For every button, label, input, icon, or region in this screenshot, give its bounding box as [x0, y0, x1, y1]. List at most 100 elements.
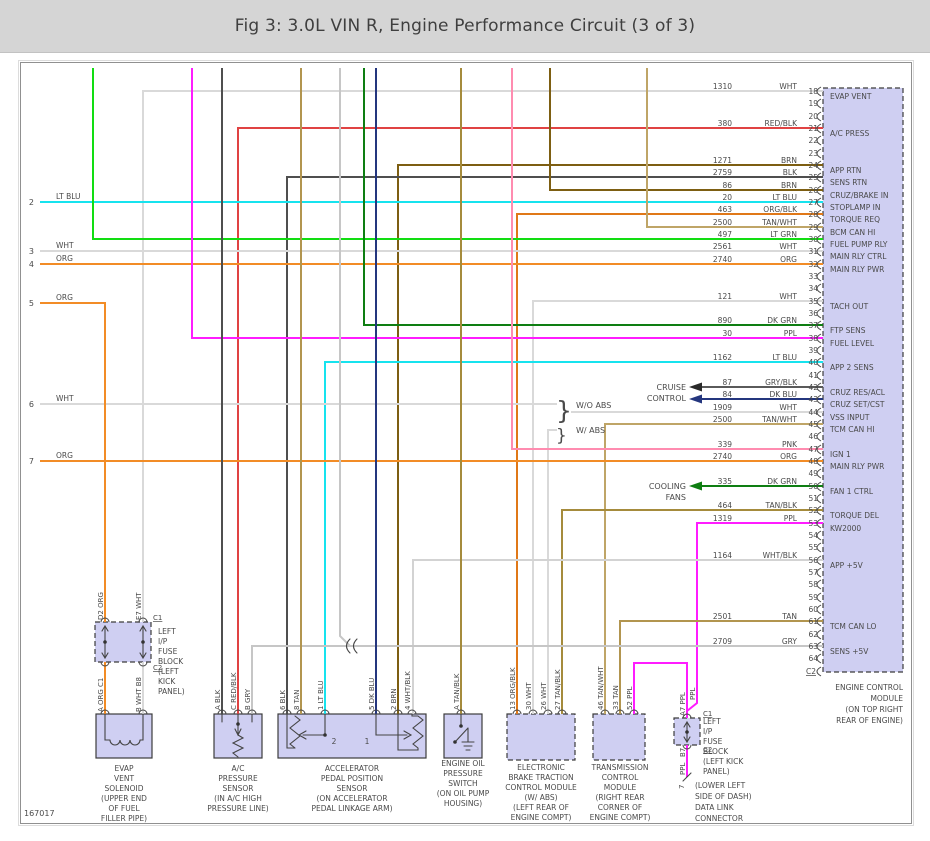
junction-dot	[685, 730, 689, 734]
ecm-pin-number: 52	[808, 506, 818, 515]
wire-wht	[532, 300, 823, 714]
wire-color-label: ORG	[780, 452, 797, 461]
wire-brn	[397, 164, 823, 714]
left-stub-number: 3	[29, 247, 34, 256]
ecm-signal-label: CRUZ SET/CST	[830, 400, 885, 409]
ecm-pin-bracket	[816, 468, 822, 479]
ecm-signal-label: KW2000	[830, 524, 861, 533]
ecm-pin-bracket	[816, 246, 822, 257]
pin-arc	[138, 617, 148, 623]
ecm-signal-label: APP +5V	[830, 561, 864, 570]
wire-dk-grn	[363, 68, 823, 326]
wire-brn	[549, 68, 823, 191]
vertical-wire-label: 26 WHT	[540, 682, 548, 710]
wire-color-label: BRN	[781, 181, 797, 190]
ecm-pin-number: 57	[808, 568, 818, 577]
pin-arc	[512, 709, 522, 715]
ecm-pin-number: 19	[808, 99, 818, 108]
pin-arc	[407, 709, 417, 715]
wire-ppl	[686, 522, 823, 712]
left-stub-color: WHT	[56, 241, 74, 250]
ecm-pin-bracket	[816, 111, 822, 122]
oil-caption: HOUSING)	[444, 799, 482, 808]
aps-caption: PEDAL POSITION	[321, 774, 383, 783]
ebtcm-caption: BRAKE TRACTION	[508, 773, 573, 782]
dlc-caption: SIDE OF DASH)	[695, 792, 752, 801]
vertical-wire-label: C RED/BLK	[230, 672, 238, 710]
vertical-wire-label: 33 TAN	[612, 685, 620, 710]
annotation-text: CRUISE	[657, 383, 687, 392]
ecm-pin-number: 36	[808, 309, 818, 318]
tcm-caption: CONTROL	[602, 773, 639, 782]
ac-caption: (IN A/C HIGH	[214, 794, 262, 803]
oil-caption: PRESSURE	[443, 769, 483, 778]
ecm-pin-number: 37	[808, 321, 818, 330]
vertical-wire-label: 27 TAN/BLK	[554, 669, 562, 710]
ecm-pin-bracket	[816, 518, 822, 529]
footer-code: 167017	[24, 809, 55, 818]
pin-arc	[217, 709, 227, 715]
ecm-signal-label: IGN 1	[830, 450, 851, 459]
annotation-text: FANS	[666, 493, 686, 502]
left-stub-number: 5	[29, 299, 34, 308]
wire-color-label: WHT	[779, 292, 797, 301]
ecm-pin-bracket	[816, 481, 822, 492]
pin-arc	[100, 617, 110, 623]
ecm-pin-bracket	[816, 259, 822, 270]
vertical-wire-label: D2 ORG	[97, 592, 105, 620]
lfuse-caption: PANEL)	[158, 687, 185, 696]
ecm-pin-number: 59	[808, 593, 818, 602]
vertical-wire-label: 7	[678, 785, 686, 789]
ecm-signal-label: APP RTN	[830, 166, 861, 175]
ecm-pin-number: 18	[808, 87, 818, 96]
ecm-pin-bracket	[816, 271, 822, 282]
ecm-box	[822, 87, 904, 673]
ecm-pin-number: 63	[808, 642, 818, 651]
ecm-pin-bracket	[816, 135, 822, 146]
ecm-signal-label: FAN 1 CTRL	[830, 487, 874, 496]
ecm-pin-bracket	[816, 493, 822, 504]
evap-caption: SOLENOID	[104, 784, 143, 793]
ecm-pin-bracket	[816, 579, 822, 590]
tcm-caption: ENGINE COMPT)	[590, 813, 651, 822]
vertical-wire-label: 8 TAN	[293, 690, 301, 710]
ecm-signal-label: MAIN RLY PWR	[830, 462, 884, 471]
wire-color-label: GRY/BLK	[765, 378, 798, 387]
ecm-pin-number: 51	[808, 494, 818, 503]
wire-color-label: LT BLU	[772, 193, 797, 202]
left-stub-color: WHT	[56, 394, 74, 403]
wire-tan-wht	[646, 68, 823, 228]
arrowhead	[689, 481, 702, 491]
ecm-pin-number: 39	[808, 346, 818, 355]
circuit-number: 2500	[713, 415, 732, 424]
ecm-pin-number: 56	[808, 556, 818, 565]
wire-color-label: TAN	[781, 612, 797, 621]
wire-wht-blk	[412, 559, 823, 714]
pin-arc	[296, 709, 306, 715]
annotation-text: W/O ABS	[576, 401, 611, 410]
circuit-number: 2759	[713, 168, 732, 177]
ac-caption: A/C	[232, 764, 245, 773]
annotation-text: 1	[365, 737, 370, 746]
oil-caption: SWITCH	[448, 779, 477, 788]
ecm-pin-bracket	[816, 456, 822, 467]
ecm-pin-bracket	[816, 209, 822, 220]
ecm-pin-bracket	[816, 505, 822, 516]
left-stub-color: ORG	[56, 451, 73, 460]
evap-box	[95, 713, 153, 759]
ecm-signal-label: TORQUE REQ	[829, 215, 880, 224]
circuit-number: 30	[722, 329, 732, 338]
vertical-wire-label: 30 WHT	[525, 682, 533, 710]
vertical-wire-label: A TAN/BLK	[453, 673, 461, 710]
vertical-wire-label: B GRY	[244, 688, 252, 710]
circuit-number: 464	[718, 501, 733, 510]
abs-brace: }	[556, 396, 572, 425]
wire-wht	[142, 90, 823, 622]
annotation-text: C2	[703, 746, 712, 754]
vertical-wire-label: 52 PPL	[626, 686, 634, 710]
annotation-text: C2	[153, 664, 162, 672]
ecm-pin-bracket	[816, 197, 822, 208]
aps-caption: PEDAL LINKAGE ARM)	[311, 804, 392, 813]
oil-contact-symbol	[454, 713, 475, 751]
ecm-signal-label: MAIN RLY PWR	[830, 265, 884, 274]
